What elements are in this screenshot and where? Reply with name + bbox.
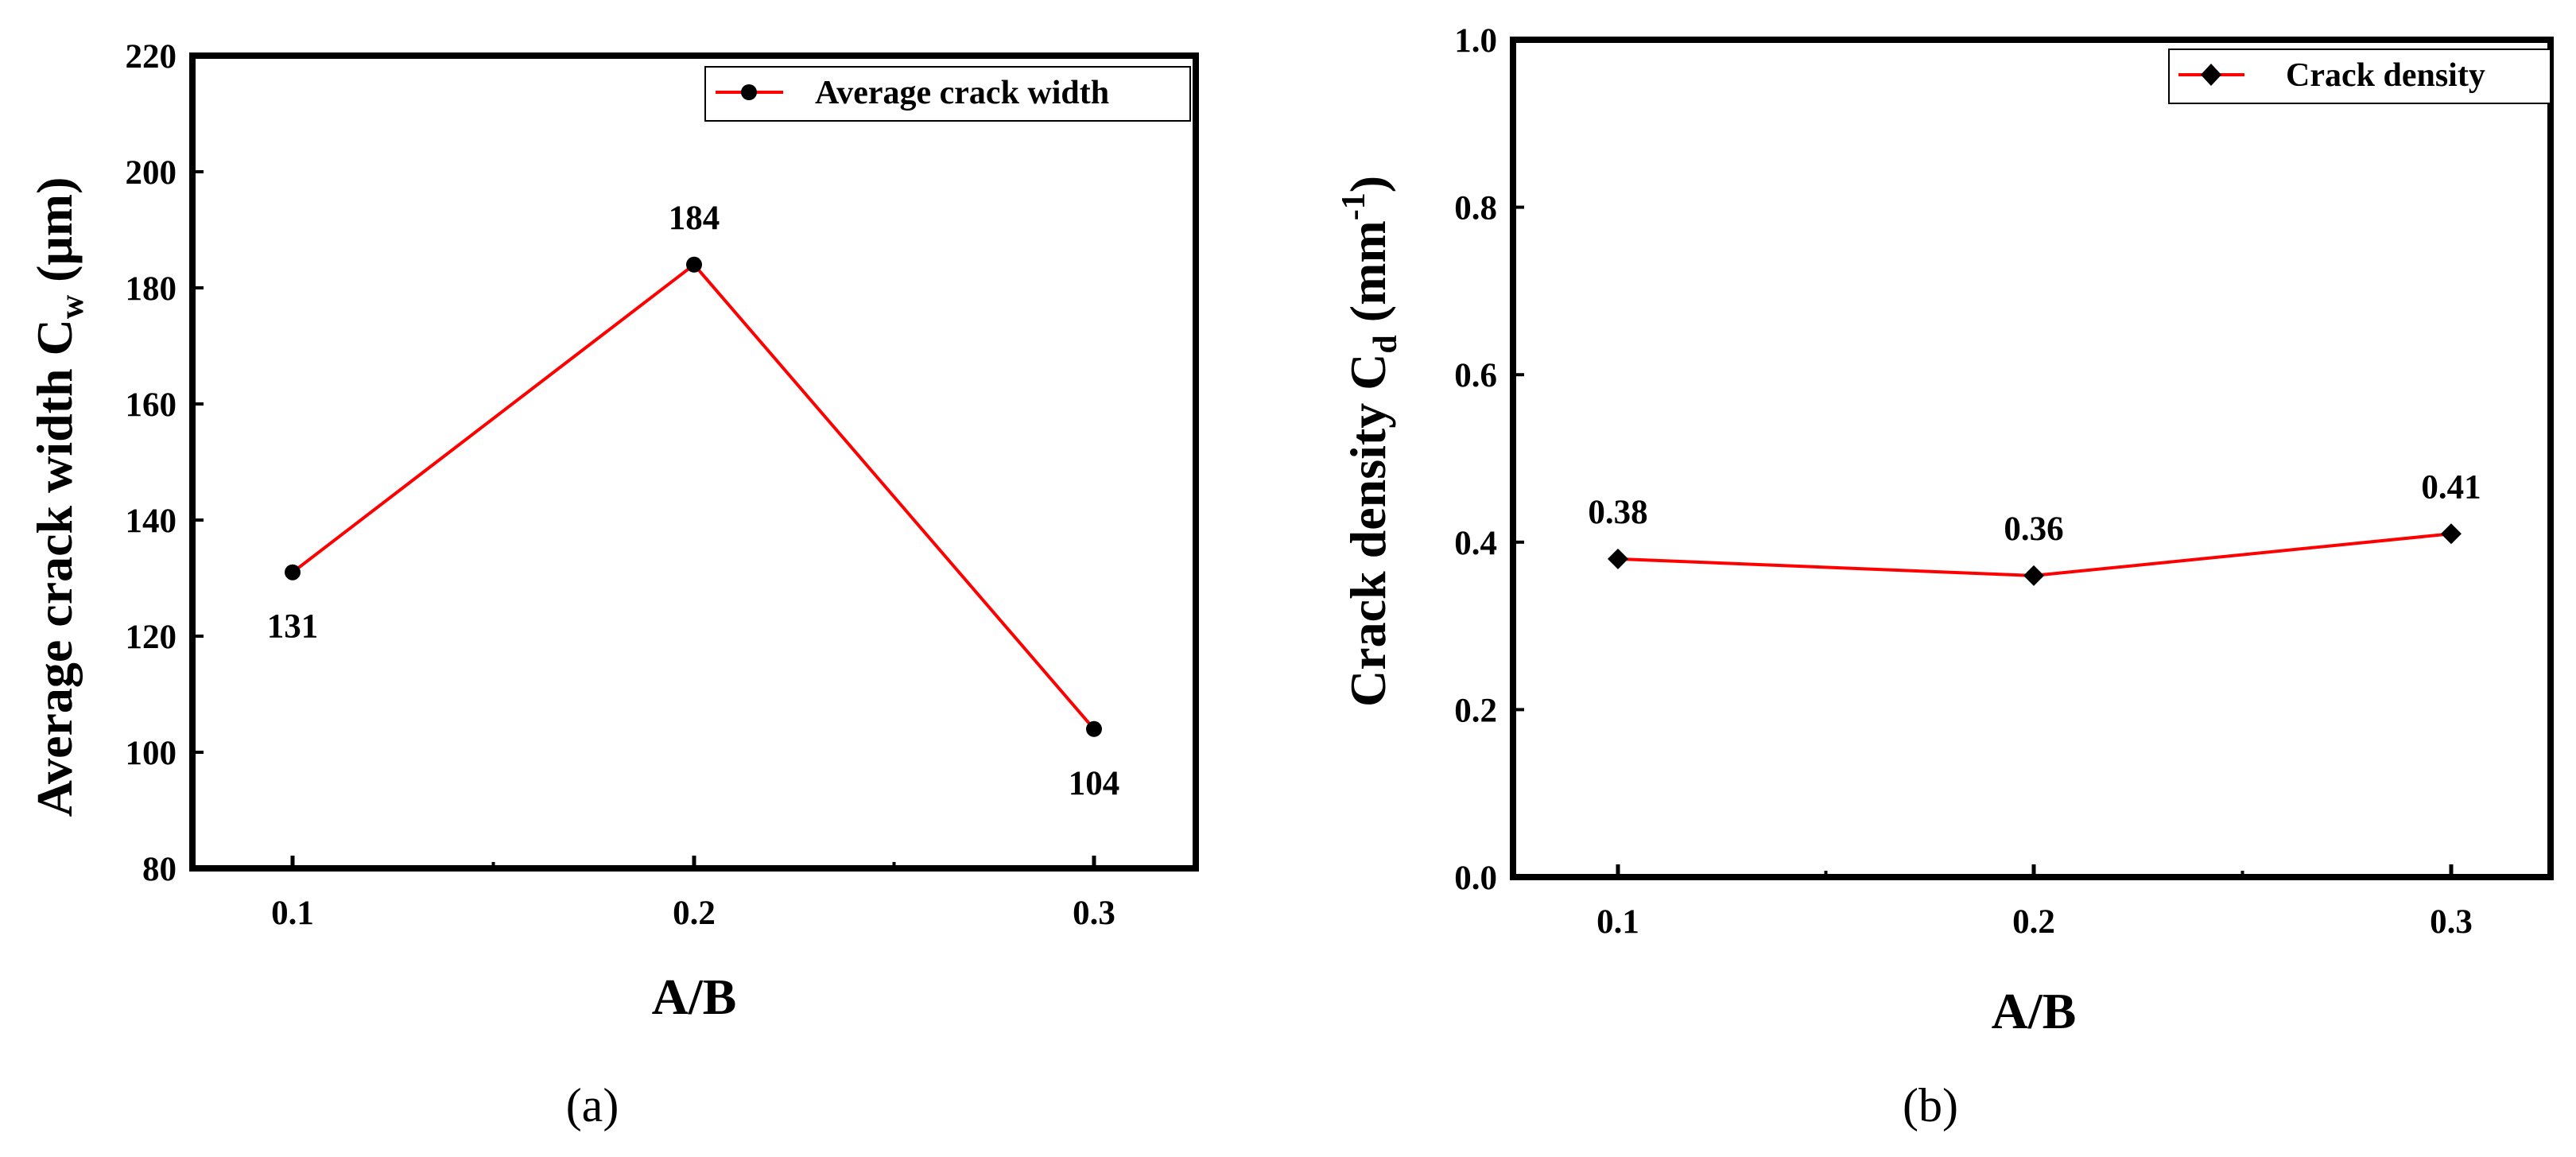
panel-b-legend-marker [2201, 64, 2221, 86]
x-tick-label: 0.3 [2430, 903, 2473, 941]
x-tick-label: 0.3 [1073, 895, 1115, 932]
y-tick-label: 1.0 [1454, 22, 1497, 60]
data-point [2023, 565, 2044, 586]
y-tick-label: 0.6 [1454, 357, 1497, 394]
panel-b-y-axis: 0.0 0.2 0.4 0.6 0.8 1.0 [1454, 22, 1524, 897]
panel-b-legend-label: Crack density [2286, 57, 2485, 94]
panel-a-legend-marker [741, 84, 757, 100]
x-tick-label: 0.2 [673, 895, 716, 932]
panel-a-legend-label: Average crack width [815, 75, 1109, 111]
y-tick-label: 140 [126, 503, 177, 540]
panel-b-points [1608, 523, 2462, 586]
panel-a-x-axis-title: A/B [652, 969, 737, 1025]
data-point [686, 256, 702, 273]
panel-a-legend-box [704, 66, 1191, 122]
y-tick-label: 0.2 [1454, 692, 1497, 729]
y-tick-label: 80 [142, 851, 177, 888]
panel-a-points [285, 256, 1102, 737]
data-point [1086, 720, 1102, 737]
panel-a-chart: 80 100 120 140 160 180 200 220 0.1 0.2 0.3 131 184… [26, 38, 1199, 1132]
data-label: 104 [1069, 765, 1120, 802]
y-tick-label: 0.0 [1454, 860, 1497, 897]
data-label: 131 [267, 608, 319, 646]
panel-a-annotations: 131 184 104 [267, 200, 1120, 802]
data-point [285, 564, 301, 580]
panel-a-x-axis: 0.1 0.2 0.3 [271, 856, 1115, 932]
y-tick-label: 0.4 [1454, 525, 1497, 562]
panel-a-series-line [291, 262, 1096, 731]
panel-a-y-axis: 80 100 120 140 160 180 200 220 [126, 38, 204, 888]
data-label: 184 [669, 200, 720, 237]
panel-a-legend: Average crack width [704, 66, 1191, 122]
panel-a-caption: (a) [566, 1079, 619, 1132]
data-point [1608, 548, 1628, 569]
panel-a-y-axis-title: Average crack width Cw (μm) [26, 177, 91, 817]
panel-a-plot-frame [189, 52, 1199, 872]
y-tick-label: 0.8 [1454, 190, 1497, 227]
y-tick-label: 200 [126, 154, 177, 192]
panel-b-x-axis: 0.1 0.2 0.3 [1596, 864, 2473, 941]
panel-b-x-axis-title: A/B [1992, 983, 2077, 1039]
data-label: 0.38 [1588, 494, 1647, 531]
panel-b-chart: 0.0 0.2 0.4 0.6 0.8 1.0 0.1 0.2 0.3 0.38 0.36 0.4… [1336, 22, 2554, 1132]
data-label: 0.41 [2421, 468, 2481, 506]
x-tick-label: 0.1 [1596, 903, 1639, 941]
y-tick-label: 100 [126, 735, 177, 772]
y-tick-label: 160 [126, 386, 177, 424]
panel-b-caption: (b) [1903, 1079, 1958, 1132]
panel-b-plot-frame [1510, 37, 2554, 880]
data-label: 0.36 [2004, 511, 2063, 548]
y-tick-label: 220 [126, 38, 177, 76]
y-tick-label: 120 [126, 619, 177, 656]
panel-b-annotations: 0.38 0.36 0.41 [1588, 468, 2481, 548]
panel-b-legend: Crack density [2168, 49, 2551, 104]
panel-b-y-axis-title: Crack density Cd (mm-1) [1336, 176, 1404, 707]
x-tick-label: 0.2 [2012, 903, 2055, 941]
data-point [2441, 523, 2462, 545]
y-tick-label: 180 [126, 270, 177, 308]
x-tick-label: 0.1 [271, 895, 314, 932]
